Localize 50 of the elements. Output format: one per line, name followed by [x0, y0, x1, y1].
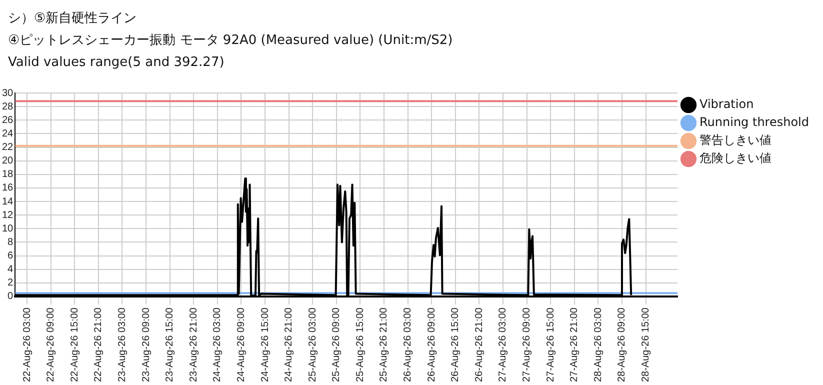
x-tick-label: 25-Aug-26 09:00	[331, 307, 342, 382]
y-tick-label: 30	[2, 88, 14, 99]
y-tick-label: 8	[8, 236, 14, 248]
x-tick-label: 26-Aug-26 15:00	[450, 307, 462, 382]
y-tick-label: 10	[2, 223, 14, 234]
y-tick-label: 0	[8, 291, 14, 302]
x-tick-label: 22-Aug-26 15:00	[69, 307, 80, 382]
y-tick-label: 26	[2, 114, 14, 126]
y-tick-label: 18	[2, 169, 14, 180]
x-tick-label: 27-Aug-26 03:00	[498, 307, 509, 382]
y-tick-label: 14	[2, 196, 14, 208]
legend-label: 警告しきい値	[700, 133, 772, 148]
legend-label: Running threshold	[700, 115, 809, 130]
text: Valid values range(5 and 392.27)	[8, 54, 226, 72]
x-tick-label: 27-Aug-26 09:00	[522, 307, 533, 382]
x-tick-label: 24-Aug-26 15:00	[260, 307, 271, 382]
y-tick-label: 12	[2, 210, 14, 221]
y-tick-label: 16	[2, 182, 14, 194]
x-tick-label: 26-Aug-26 03:00	[402, 307, 414, 382]
y-tick-label: 22	[2, 142, 14, 154]
x-tick-label: 23-Aug-26 09:00	[140, 307, 152, 382]
x-tick-label: 22-Aug-26 21:00	[93, 307, 104, 382]
x-tick-label: 24-Aug-26 03:00	[212, 307, 224, 382]
x-tick-label: 24-Aug-26 21:00	[284, 307, 295, 382]
x-tick-label: 27-Aug-26 15:00	[545, 307, 556, 382]
x-tick-label: 27-Aug-26 21:00	[569, 307, 580, 382]
x-tick-label: 28-Aug-26 15:00	[640, 307, 652, 382]
x-tick-label: 22-Aug-26 09:00	[46, 307, 57, 382]
legend-label: 危険しきい値	[700, 151, 772, 166]
x-tick-label: 24-Aug-26 09:00	[236, 307, 247, 382]
y-tick-label: 6	[8, 250, 14, 262]
legend-label: Vibration	[700, 97, 754, 112]
x-tick-label: 22-Aug-26 03:00	[22, 307, 33, 382]
x-tick-label: 26-Aug-26 21:00	[474, 307, 485, 382]
y-tick-label: 4	[8, 264, 14, 276]
x-tick-label: 23-Aug-26 21:00	[188, 307, 200, 382]
x-tick-label: 25-Aug-26 15:00	[354, 307, 366, 382]
x-tick-label: 23-Aug-26 03:00	[116, 307, 128, 382]
chart-title: シ）⑤新自硬性ライン	[8, 10, 138, 28]
x-tick-label: 25-Aug-26 03:00	[307, 307, 318, 382]
y-tick-label: 2	[8, 278, 14, 289]
x-tick-label: 25-Aug-26 21:00	[378, 307, 390, 382]
x-tick-label: 28-Aug-26 09:00	[616, 307, 628, 382]
y-tick-label: 24	[2, 128, 14, 140]
x-tick-label: 28-Aug-26 03:00	[592, 307, 604, 382]
y-tick-label: 20	[2, 156, 14, 167]
y-tick-label: 28	[2, 101, 14, 112]
chart-subtitle: ④ピットレスシェーカー振動 モータ 92A0 (Measured value) (Unit:m/S2)	[8, 32, 453, 50]
x-tick-label: 23-Aug-26 15:00	[164, 307, 176, 382]
x-tick-label: 26-Aug-26 09:00	[426, 307, 438, 382]
